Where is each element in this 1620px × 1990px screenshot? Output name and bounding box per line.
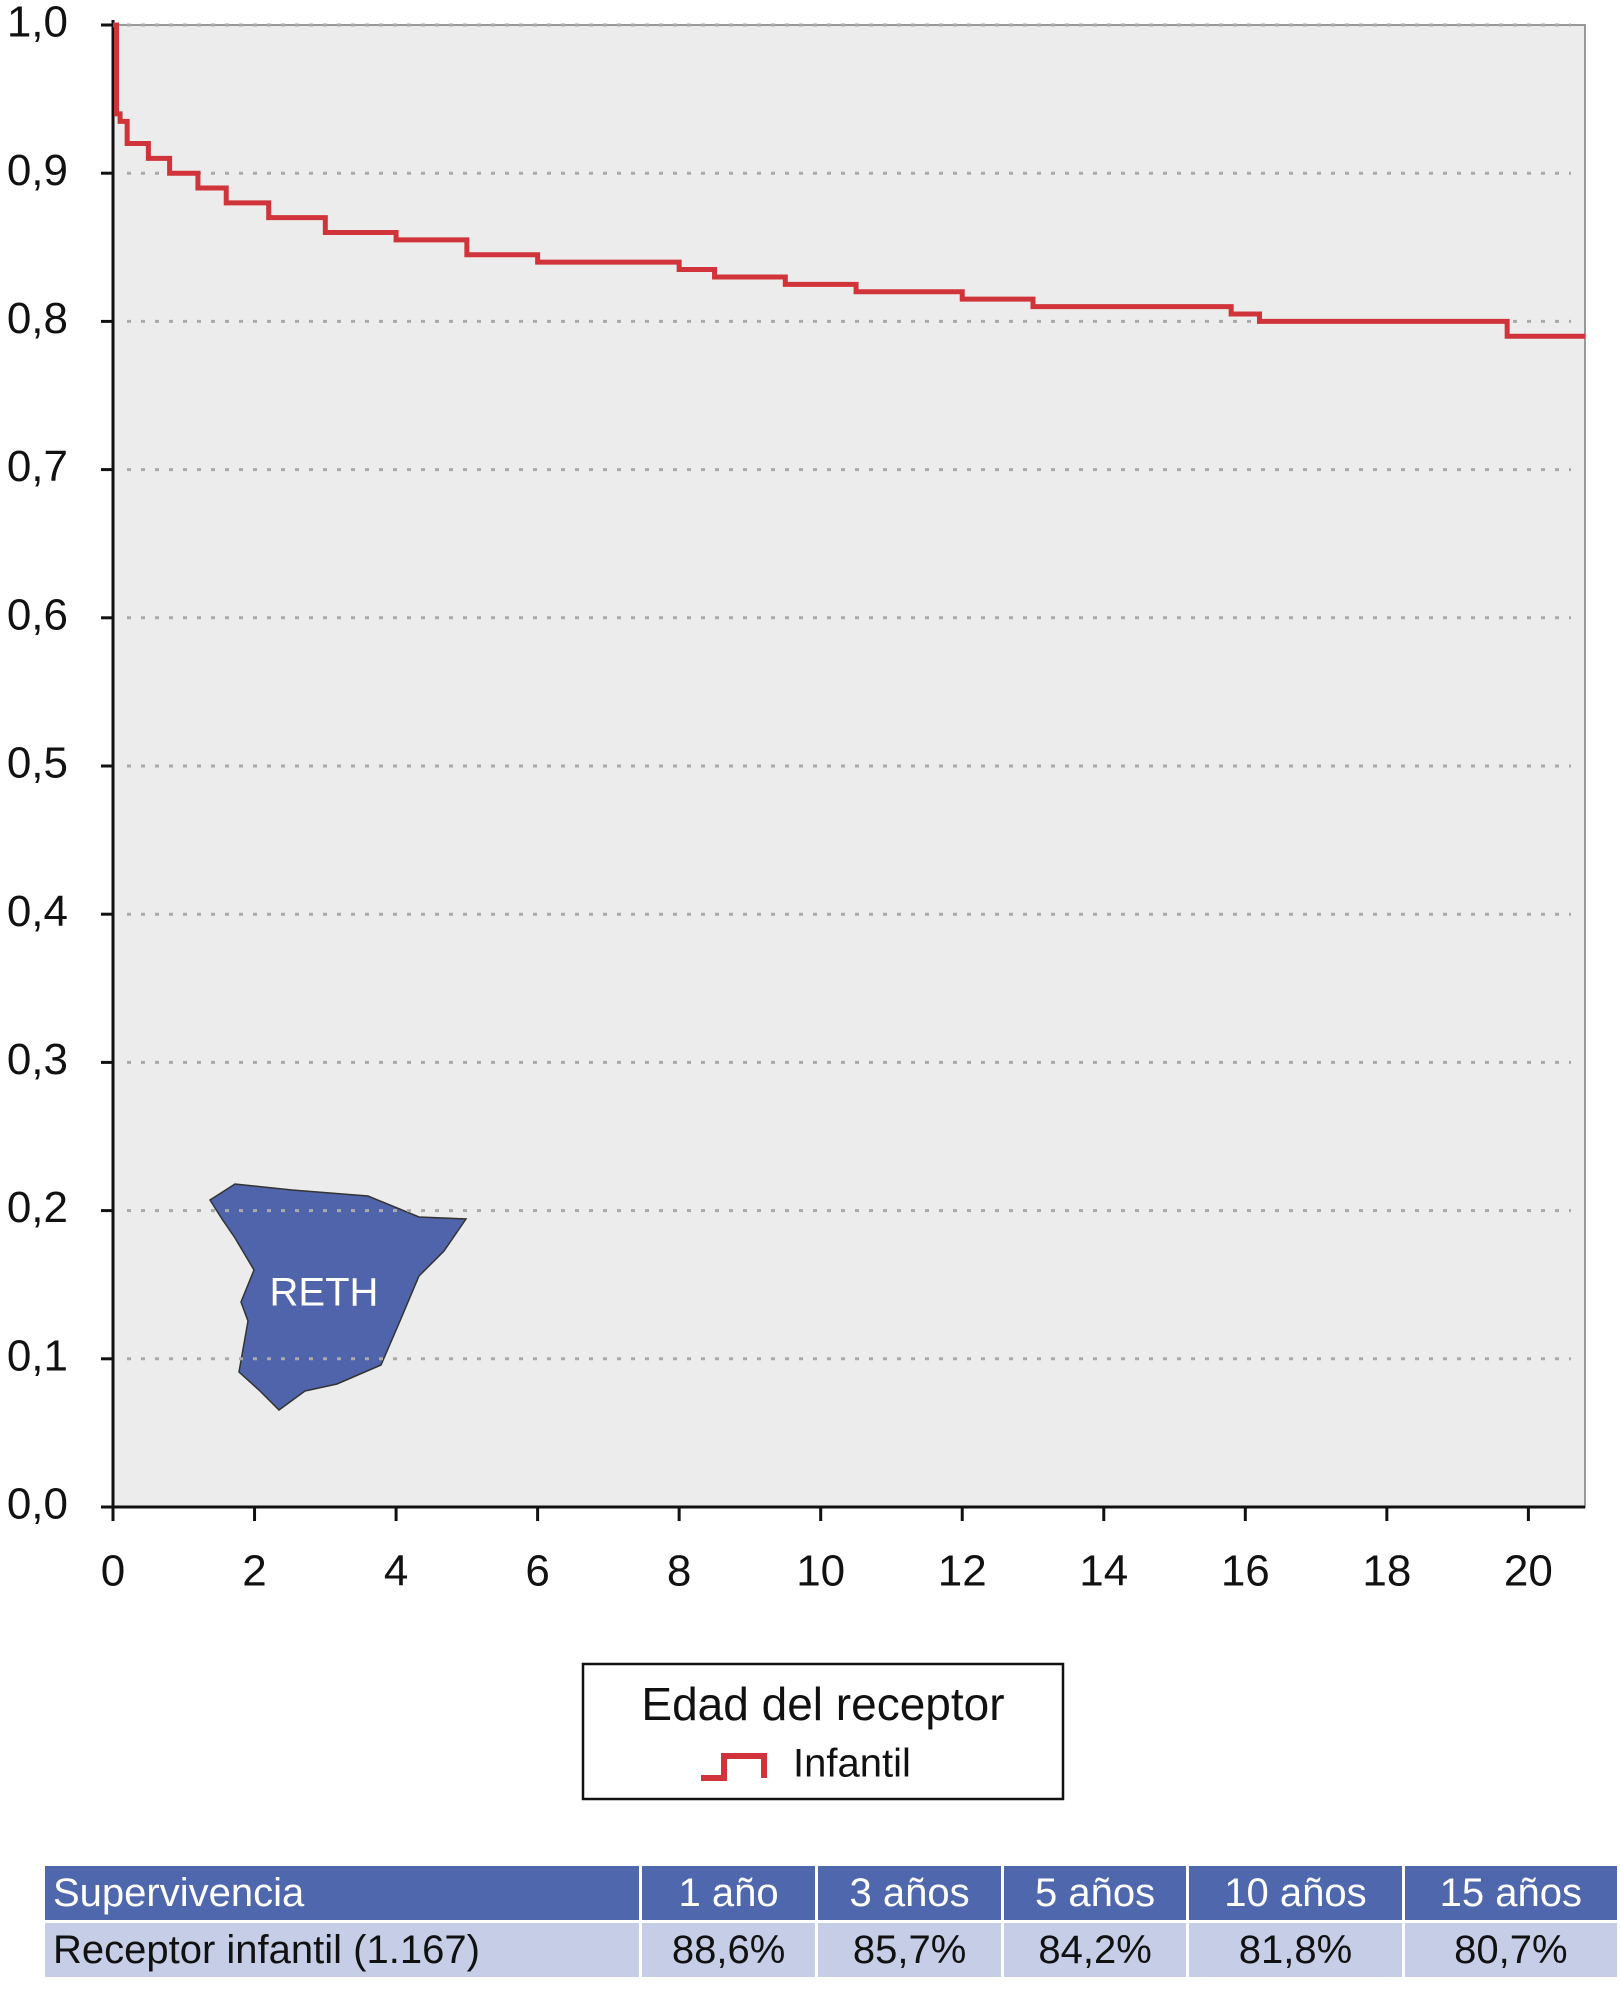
x-tick-label: 4: [384, 1547, 408, 1596]
header-cell: Supervivencia: [45, 1866, 639, 1920]
y-tick-label: 1,0: [7, 0, 68, 47]
spain-logo: [208, 1183, 468, 1411]
header-cell: 5 años: [1003, 1866, 1187, 1920]
legend-box: [581, 1662, 1065, 1801]
table-header: Supervivencia 1 año 3 años 5 años 10 año…: [45, 1866, 1617, 1920]
table-row: Receptor infantil (1.167) 88,6% 85,7% 84…: [45, 1923, 1617, 1977]
y-tick-label: 0,0: [7, 1480, 68, 1529]
table-cell: 88,6%: [641, 1923, 816, 1977]
x-tick-label: 14: [1079, 1547, 1128, 1596]
table-cell: 81,8%: [1189, 1923, 1402, 1977]
x-tick-label: 6: [525, 1547, 549, 1596]
x-tick-label: 16: [1221, 1547, 1270, 1596]
y-tick-label: 0,5: [7, 739, 68, 788]
x-tick-label: 12: [938, 1547, 987, 1596]
y-tick-label: 0,4: [7, 887, 68, 936]
survival-table: Supervivencia 1 año 3 años 5 años 10 año…: [42, 1863, 1620, 1980]
y-tick-label: 0,2: [7, 1183, 68, 1232]
y-tick-label: 0,8: [7, 294, 68, 343]
x-tick-label: 10: [796, 1547, 845, 1596]
x-tick-label: 20: [1504, 1547, 1553, 1596]
header-cell: 1 año: [641, 1866, 816, 1920]
x-tick-label: 8: [667, 1547, 691, 1596]
legend-label: Infantil: [793, 1742, 911, 1786]
legend-swatch: [701, 1753, 767, 1781]
y-tick-label: 0,7: [7, 442, 68, 491]
survival-line: [113, 22, 1585, 339]
table-cell: 84,2%: [1003, 1923, 1187, 1977]
legend-title: Edad del receptor: [641, 1678, 1004, 1730]
y-tick-label: 0,6: [7, 590, 68, 639]
x-tick-label: 18: [1362, 1547, 1411, 1596]
table-cell: Receptor infantil (1.167): [45, 1923, 639, 1977]
x-tick-label: 2: [242, 1547, 266, 1596]
table-cell: 80,7%: [1404, 1923, 1617, 1977]
y-tick-label: 0,3: [7, 1035, 68, 1084]
y-tick-label: 0,1: [7, 1331, 68, 1380]
x-tick-label: 0: [101, 1547, 125, 1596]
y-tick-label: 0,9: [7, 146, 68, 195]
chart: RETH Edad del receptor Infantil 0,0 0,1 0,…: [7, 0, 1586, 1801]
header-cell: 3 años: [818, 1866, 1001, 1920]
table-cell: 85,7%: [818, 1923, 1001, 1977]
logo-text: RETH: [270, 1271, 379, 1315]
header-cell: 10 años: [1189, 1866, 1402, 1920]
header-cell: 15 años: [1404, 1866, 1617, 1920]
